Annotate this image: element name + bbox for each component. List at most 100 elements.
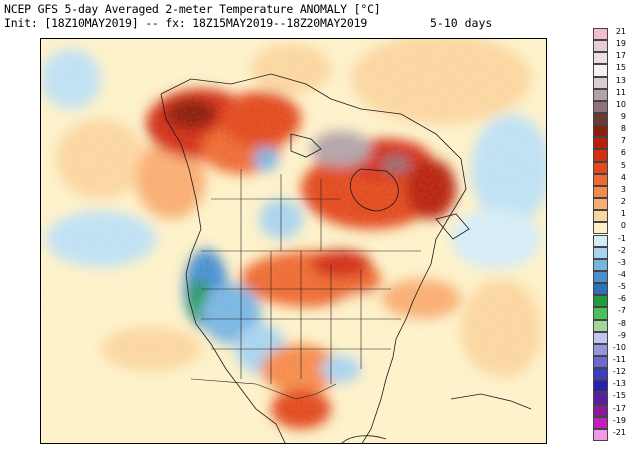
- colorbar-level: -19: [593, 415, 626, 429]
- anomaly-map: [40, 38, 547, 444]
- colorbar-level: 21: [593, 27, 626, 41]
- colorbar-level: 6: [593, 148, 626, 162]
- colorbar-level: 2: [593, 197, 626, 211]
- colorbar-swatch: [593, 355, 608, 369]
- anomaly-colorbar: 21 19 17 15 13 11 10 9 8 7 6 5 4 3 2 1 0 -1 -2 -3 -4 -5 -6 -7 -8…: [593, 27, 626, 441]
- colorbar-label: -5: [618, 282, 626, 292]
- colorbar-label: -19: [612, 415, 626, 425]
- colorbar-label: -6: [618, 294, 626, 304]
- colorbar-swatch: [593, 234, 608, 247]
- colorbar-level: -13: [593, 379, 626, 393]
- noise-texture: [41, 39, 546, 443]
- colorbar-level: 11: [593, 87, 626, 101]
- forecast-init-range: Init: [18Z10MAY2019] -- fx: 18Z15MAY2019…: [4, 16, 368, 30]
- colorbar-swatch: [593, 52, 608, 65]
- colorbar-label: 11: [615, 87, 626, 97]
- colorbar-label: 6: [620, 148, 626, 158]
- colorbar-level: -3: [593, 257, 626, 271]
- colorbar-level: 0: [593, 221, 626, 235]
- colorbar-label: 15: [615, 63, 626, 73]
- colorbar-swatch: [593, 210, 608, 223]
- colorbar-swatch: [593, 380, 608, 393]
- colorbar-level: -9: [593, 330, 626, 344]
- colorbar-swatch: [593, 76, 608, 89]
- colorbar-swatch: [593, 149, 608, 162]
- colorbar-label: 3: [620, 184, 626, 194]
- colorbar-label: 7: [620, 136, 626, 146]
- colorbar-label: -13: [612, 379, 626, 389]
- colorbar-label: 10: [615, 99, 626, 109]
- colorbar-swatch: [593, 428, 608, 441]
- colorbar-swatch: [593, 246, 608, 259]
- colorbar-swatch: [593, 64, 608, 77]
- colorbar-swatch: [593, 88, 608, 101]
- colorbar-level: 1: [593, 209, 626, 223]
- colorbar-level: 8: [593, 124, 626, 138]
- colorbar-label: 8: [620, 124, 626, 134]
- colorbar-level: -1: [593, 233, 626, 247]
- colorbar-level: -15: [593, 391, 626, 405]
- colorbar-label: -4: [618, 269, 626, 279]
- colorbar-label: 4: [620, 172, 626, 182]
- colorbar-level: -21: [593, 427, 626, 441]
- colorbar-label: 5: [620, 160, 626, 170]
- colorbar-swatch: [593, 40, 608, 53]
- colorbar-swatch: [593, 331, 608, 344]
- colorbar-swatch: [593, 270, 608, 284]
- colorbar-label: 9: [620, 112, 626, 122]
- colorbar-label: -11: [612, 354, 626, 364]
- colorbar-swatch: [593, 125, 608, 138]
- colorbar-level: 10: [593, 99, 626, 114]
- colorbar-swatch: [593, 319, 608, 332]
- colorbar-swatch: [593, 173, 608, 186]
- colorbar-swatch: [593, 404, 608, 417]
- colorbar-level: -7: [593, 306, 626, 320]
- colorbar-level: -2: [593, 245, 626, 259]
- colorbar-level: -5: [593, 282, 626, 296]
- colorbar-level: -12: [593, 367, 626, 381]
- colorbar-label: -1: [618, 233, 626, 243]
- colorbar-level: 7: [593, 136, 626, 150]
- colorbar-level: -6: [593, 294, 626, 308]
- forecast-lead-days: 5-10 days: [430, 16, 493, 30]
- colorbar-level: 19: [593, 39, 626, 53]
- colorbar-swatch: [593, 283, 608, 296]
- colorbar-label: -3: [618, 257, 626, 267]
- colorbar-swatch: [593, 185, 608, 199]
- colorbar-swatch: [593, 392, 608, 405]
- colorbar-label: -15: [612, 391, 626, 401]
- colorbar-label: 21: [615, 27, 626, 36]
- colorbar-level: 9: [593, 112, 626, 126]
- colorbar-level: 4: [593, 172, 626, 186]
- colorbar-label: 17: [615, 51, 626, 61]
- colorbar-swatch: [593, 295, 608, 308]
- colorbar-swatch: [593, 137, 608, 150]
- colorbar-swatch: [593, 161, 608, 174]
- colorbar-label: -21: [612, 427, 626, 437]
- colorbar-swatch: [593, 343, 608, 356]
- map-title: NCEP GFS 5-day Averaged 2-meter Temperat…: [4, 2, 381, 16]
- colorbar-label: -17: [612, 403, 626, 413]
- colorbar-swatch: [593, 113, 608, 126]
- colorbar-level: -8: [593, 318, 626, 332]
- colorbar-label: -7: [618, 306, 626, 316]
- colorbar-label: -8: [618, 318, 626, 328]
- colorbar-swatch: [593, 198, 608, 211]
- coastlines: [160, 73, 532, 443]
- colorbar-level: -4: [593, 269, 626, 284]
- colorbar-level: 3: [593, 184, 626, 199]
- colorbar-label: -9: [618, 330, 626, 340]
- colorbar-swatch: [593, 368, 608, 381]
- colorbar-level: -17: [593, 403, 626, 417]
- colorbar-label: 13: [615, 75, 626, 85]
- colorbar-level: 15: [593, 63, 626, 77]
- colorbar-label: 1: [620, 209, 626, 219]
- colorbar-label: 2: [620, 197, 626, 207]
- colorbar-level: -10: [593, 342, 626, 356]
- colorbar-label: -12: [612, 367, 626, 377]
- colorbar-label: -10: [612, 342, 626, 352]
- colorbar-label: -2: [618, 245, 626, 255]
- colorbar-swatch: [593, 307, 608, 320]
- colorbar-swatch: [593, 222, 608, 235]
- colorbar-level: -11: [593, 354, 626, 369]
